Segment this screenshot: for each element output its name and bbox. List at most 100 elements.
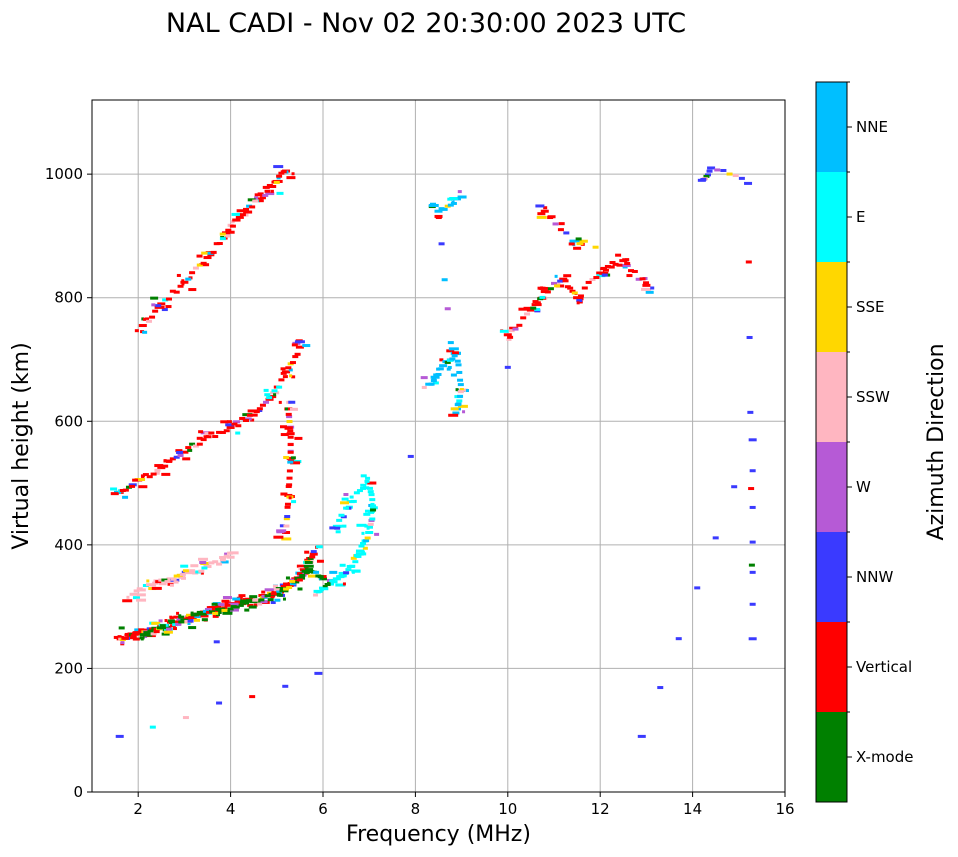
data-point — [706, 169, 713, 173]
data-point — [294, 576, 301, 580]
data-point — [449, 197, 459, 201]
data-point — [226, 420, 232, 424]
data-point — [185, 446, 192, 450]
data-point — [279, 586, 286, 590]
data-point — [363, 486, 370, 490]
data-point — [265, 192, 275, 196]
data-point — [138, 485, 148, 489]
data-point — [184, 619, 191, 623]
data-point — [173, 290, 180, 294]
data-point — [604, 264, 611, 268]
data-point — [276, 191, 284, 195]
data-point — [270, 601, 276, 605]
y-tick-label: 200 — [54, 659, 83, 677]
data-point — [622, 258, 630, 262]
data-point — [179, 572, 186, 576]
data-point — [608, 265, 615, 269]
data-point — [139, 633, 144, 637]
data-point — [294, 352, 301, 356]
data-point — [167, 619, 175, 623]
data-point — [196, 442, 203, 446]
data-point — [169, 621, 176, 625]
data-point — [454, 359, 461, 363]
data-point — [534, 307, 541, 311]
data-point — [286, 483, 293, 487]
data-point — [343, 571, 350, 575]
data-point — [343, 493, 349, 497]
data-point — [176, 617, 183, 621]
data-point — [512, 327, 519, 331]
data-point — [456, 370, 463, 374]
data-point — [297, 587, 303, 591]
data-point — [341, 524, 347, 528]
data-point — [448, 413, 459, 417]
data-point — [280, 585, 287, 589]
data-point — [749, 540, 756, 544]
data-point — [335, 530, 341, 534]
data-point — [233, 420, 241, 424]
data-point — [162, 464, 169, 468]
data-point — [161, 578, 168, 582]
data-point — [273, 393, 277, 397]
data-point — [257, 192, 264, 196]
data-point — [215, 607, 222, 611]
data-point — [285, 412, 292, 416]
data-point — [230, 605, 237, 609]
data-point — [335, 583, 346, 587]
data-point — [285, 170, 289, 174]
data-point — [187, 622, 191, 626]
data-point — [219, 558, 226, 562]
data-point — [210, 250, 217, 254]
data-point — [540, 209, 549, 213]
data-point — [303, 564, 314, 568]
data-point — [520, 316, 527, 320]
data-point — [279, 425, 287, 429]
data-point — [362, 546, 368, 550]
data-point — [162, 298, 169, 302]
data-point — [544, 290, 551, 294]
data-point — [264, 594, 271, 598]
data-point — [176, 573, 183, 577]
data-point — [151, 303, 156, 307]
data-point — [262, 193, 269, 197]
data-point — [279, 524, 285, 528]
data-point — [247, 198, 256, 202]
data-point — [744, 181, 753, 185]
data-point — [303, 570, 310, 574]
data-point — [504, 365, 511, 369]
data-point — [247, 603, 254, 607]
data-point — [139, 588, 146, 592]
x-tick-label: 4 — [226, 800, 236, 818]
data-point — [180, 618, 189, 622]
data-point — [331, 580, 338, 584]
data-point — [351, 569, 361, 573]
data-point — [132, 478, 139, 482]
x-tick-label: 12 — [591, 800, 610, 818]
data-point — [158, 578, 165, 582]
data-point — [457, 190, 462, 194]
data-point — [219, 232, 226, 236]
data-point — [368, 493, 375, 497]
data-point — [745, 260, 752, 264]
data-point — [182, 569, 189, 573]
data-point — [332, 577, 341, 581]
data-point — [568, 242, 575, 246]
data-point — [115, 734, 124, 738]
data-point — [624, 261, 631, 265]
data-point — [181, 279, 185, 283]
data-point — [122, 636, 129, 640]
data-point — [236, 209, 244, 213]
data-point — [593, 276, 600, 280]
data-point — [134, 329, 139, 333]
data-point — [207, 253, 215, 257]
data-point — [280, 492, 288, 496]
data-point — [289, 361, 296, 365]
data-point — [221, 231, 230, 235]
data-point — [271, 590, 278, 594]
data-point — [281, 537, 292, 541]
data-point — [327, 581, 332, 585]
data-point — [285, 407, 289, 411]
data-point — [285, 484, 292, 488]
data-point — [748, 487, 755, 491]
data-point — [358, 544, 365, 548]
